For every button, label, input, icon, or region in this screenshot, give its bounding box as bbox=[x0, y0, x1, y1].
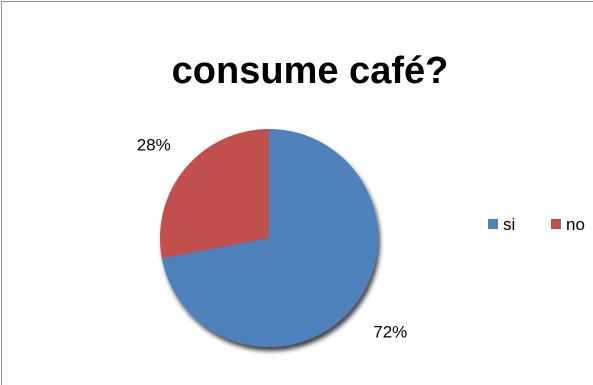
legend-swatch-si bbox=[488, 219, 498, 229]
pie-plot bbox=[160, 129, 378, 347]
legend-swatch-no bbox=[551, 219, 561, 229]
chart-title: consume café? bbox=[172, 50, 449, 92]
legend-label-si: si bbox=[503, 215, 515, 234]
data-label-group: 72% 28% bbox=[137, 135, 408, 341]
legend: si no bbox=[488, 215, 585, 234]
data-label-no: 28% bbox=[137, 135, 171, 154]
pie-slice-no bbox=[160, 129, 269, 259]
pie-slice-si bbox=[161, 129, 378, 347]
data-label-si: 72% bbox=[373, 323, 407, 342]
legend-label-no: no bbox=[566, 215, 585, 234]
